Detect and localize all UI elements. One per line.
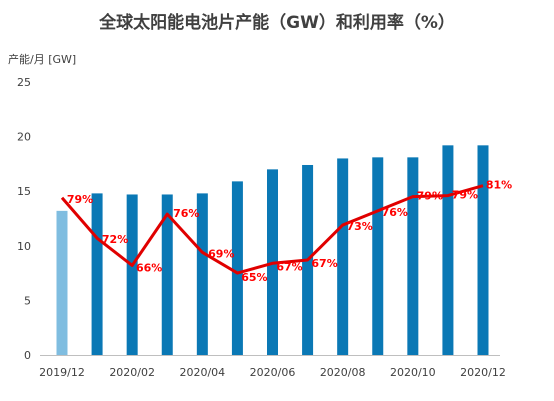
x-axis-ticks: 2019/12 2020/02 2020/04 2020/06 2020/08 2020/… [39,366,506,379]
utilization-label: 65% [241,271,267,284]
x-tick-label: 2020/06 [250,366,296,379]
utilization-label: 66% [136,261,162,274]
capacity-bar [231,181,243,355]
capacity-bar [372,157,384,355]
utilization-label: 67% [311,257,337,270]
capacity-bar [337,158,349,355]
utilization-labels: 79% 72% 66% 76% 69% 65% 67% 67% 73% 76% 79% 79% 81% [67,179,512,284]
utilization-label: 73% [346,220,372,233]
y-axis-label: 产能/月 [GW] [8,53,77,66]
utilization-line [60,184,484,275]
x-tick-label: 2020/08 [320,366,366,379]
utilization-label: 81% [486,179,512,192]
utilization-label: 76% [173,207,199,220]
capacity-bar [126,194,138,355]
capacity-bar [56,210,68,355]
utilization-label: 79% [452,189,478,202]
utilization-label: 76% [382,206,408,219]
x-tick-label: 2020/12 [460,366,506,379]
x-tick-label: 2020/02 [109,366,155,379]
x-tick-label: 2020/10 [390,366,436,379]
utilization-label: 69% [208,247,234,260]
y-tick-label: 10 [17,240,31,253]
y-tick-label: 5 [24,294,31,307]
y-tick-label: 20 [17,131,31,144]
y-tick-label: 0 [24,349,31,362]
capacity-bar [161,194,173,355]
utilization-label: 79% [417,190,443,203]
x-tick-label: 2019/12 [39,366,85,379]
capacity-bar [442,145,454,355]
y-tick-label: 25 [17,76,31,89]
capacity-bar [91,193,103,355]
chart-title: 全球太阳能电池片产能（GW）和利用率（%） [99,13,455,33]
capacity-bars [56,145,489,355]
utilization-label: 72% [102,233,128,246]
x-tick-label: 2020/04 [179,366,225,379]
capacity-bar [407,157,419,355]
capacity-bar [477,145,489,355]
y-axis-ticks: 0 5 10 15 20 25 [17,76,31,362]
utilization-label: 79% [67,193,93,206]
capacity-bar [196,193,208,355]
utilization-label: 67% [276,260,302,273]
y-tick-label: 15 [17,185,31,198]
